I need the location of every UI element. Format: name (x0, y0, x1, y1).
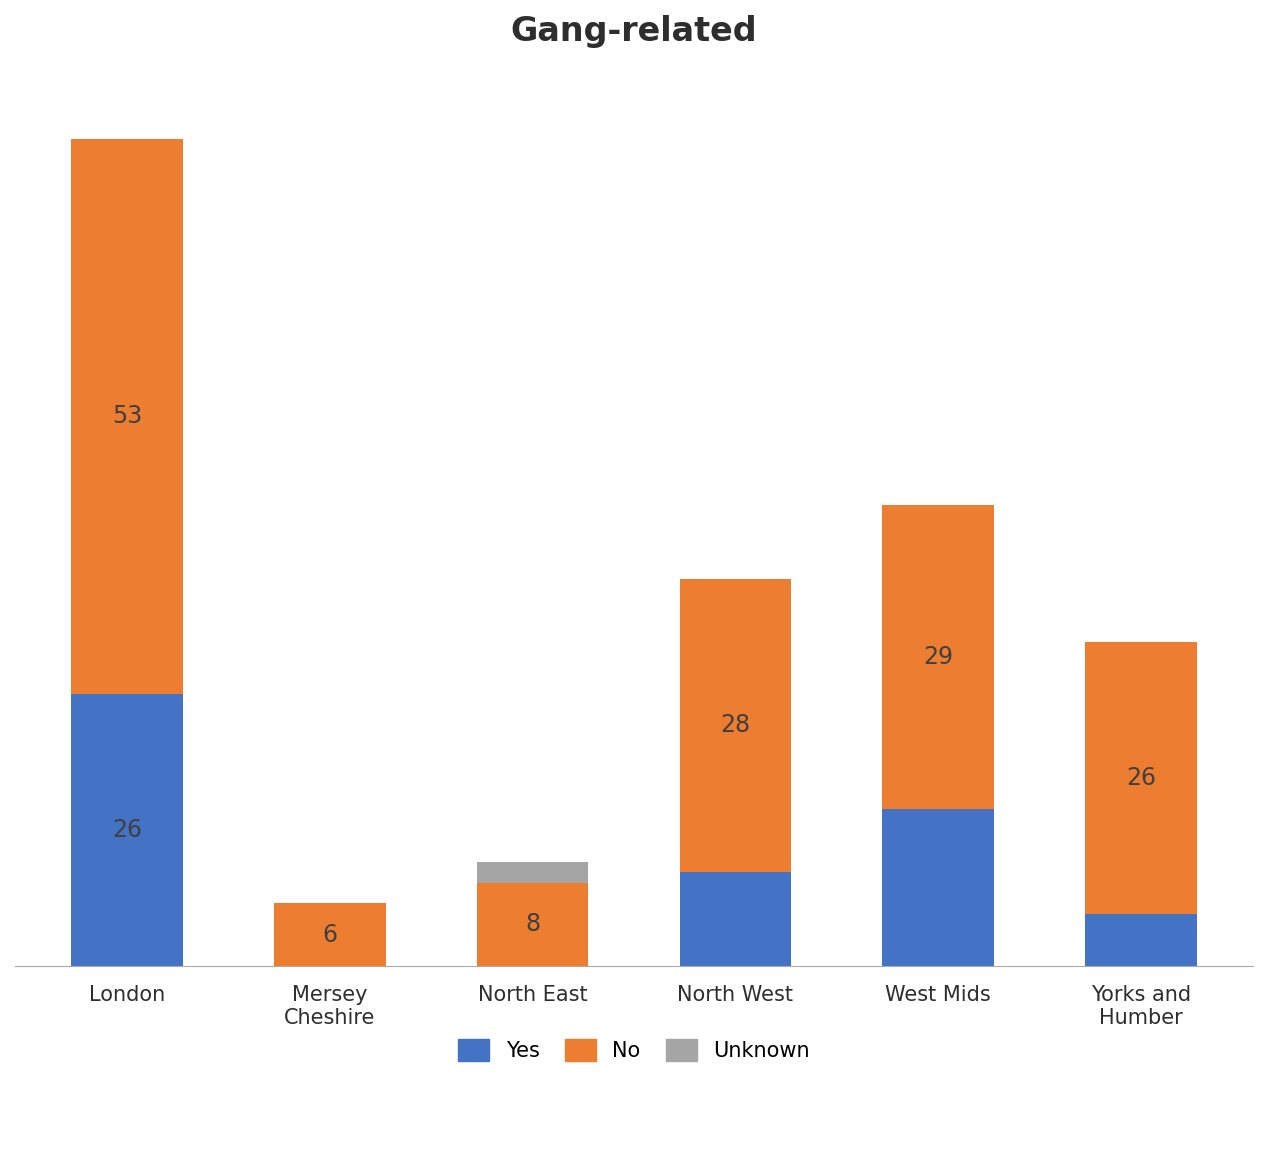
Bar (1085, 642, 1197, 914)
Bar (71, 139, 183, 694)
Legend: Yes, No, Unknown: Yes, No, Unknown (448, 1028, 820, 1072)
Bar (680, 579, 791, 872)
Bar (883, 809, 994, 966)
Text: 8: 8 (525, 912, 540, 936)
Text: 28: 28 (720, 713, 751, 738)
Title: Gang-related: Gang-related (511, 15, 757, 49)
Text: 26: 26 (112, 818, 142, 842)
Bar (477, 882, 588, 966)
Bar (71, 694, 183, 966)
Bar (274, 904, 385, 966)
Text: 6: 6 (322, 922, 337, 947)
Text: 53: 53 (112, 405, 142, 428)
Bar (1085, 914, 1197, 966)
Bar (883, 505, 994, 809)
Text: 26: 26 (1126, 765, 1156, 790)
Bar (680, 872, 791, 966)
Text: 29: 29 (923, 645, 954, 669)
Bar (477, 861, 588, 882)
